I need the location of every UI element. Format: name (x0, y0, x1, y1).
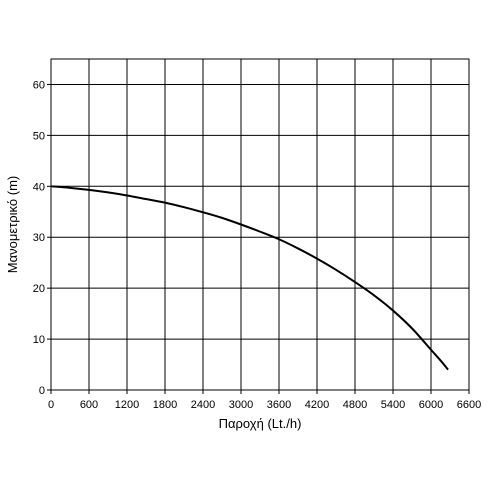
plot-frame (50, 58, 470, 391)
y-tick-label: 0 (39, 385, 45, 397)
x-tick-label: 600 (80, 399, 98, 411)
grid (51, 59, 469, 390)
x-axis-title: Παροχή (Lt./h) (219, 416, 302, 431)
series-line-0 (50, 185, 449, 371)
x-tick-label: 4800 (343, 399, 367, 411)
x-tick-label: 3600 (267, 399, 291, 411)
x-tick-label: 5400 (381, 399, 405, 411)
y-tick-label: 30 (33, 232, 45, 244)
y-tick-label: 40 (33, 181, 45, 193)
y-tick-label: 50 (33, 130, 45, 142)
x-tick-label: 6000 (419, 399, 443, 411)
x-tick-label: 1200 (115, 399, 139, 411)
y-tick-label: 60 (33, 79, 45, 91)
x-tick-label: 1800 (153, 399, 177, 411)
x-tick-label: 6600 (457, 399, 481, 411)
y-tick-label: 10 (33, 334, 45, 346)
y-axis-title: Μανομετρικό (m) (5, 176, 20, 273)
x-tick-labels: 0 600 1200 1800 2400 3000 3600 4200 4800 5400 6000… (48, 390, 481, 411)
x-tick-label: 3000 (229, 399, 253, 411)
x-tick-label: 4200 (305, 399, 329, 411)
x-tick-label: 2400 (191, 399, 215, 411)
y-tick-label: 20 (33, 283, 45, 295)
y-tick-labels: 0 10 20 30 40 50 60 (33, 79, 51, 397)
x-tick-label: 0 (48, 399, 54, 411)
series-layer (50, 185, 449, 371)
